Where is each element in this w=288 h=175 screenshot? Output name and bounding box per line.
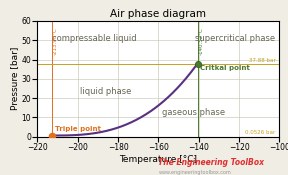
Text: compressable liquid: compressable liquid	[52, 34, 136, 43]
Y-axis label: Pressure [bar]: Pressure [bar]	[10, 47, 19, 110]
Text: www.engineeringtoolbox.com: www.engineeringtoolbox.com	[158, 170, 231, 175]
Text: The Engineering ToolBox: The Engineering ToolBox	[158, 158, 264, 167]
Title: Air phase diagram: Air phase diagram	[110, 9, 206, 19]
Text: 37.88 bar: 37.88 bar	[249, 58, 275, 63]
Text: gaseous phase: gaseous phase	[162, 108, 226, 117]
Text: Critkal point: Critkal point	[200, 65, 249, 71]
Text: -140.52°C: -140.52°C	[199, 27, 204, 55]
Text: -213.90°C: -213.90°C	[53, 27, 58, 55]
X-axis label: Temperature [°C]: Temperature [°C]	[120, 155, 197, 163]
Text: Triple point: Triple point	[55, 126, 101, 132]
Text: supercritical phase: supercritical phase	[195, 34, 275, 43]
Text: liquid phase: liquid phase	[80, 87, 132, 96]
Text: 0.0526 bar: 0.0526 bar	[245, 130, 275, 135]
